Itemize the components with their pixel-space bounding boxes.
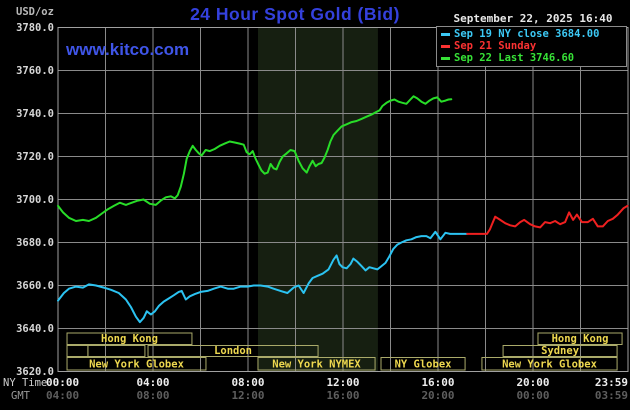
session-label: New York Globex [89,359,185,371]
session-box [87,345,146,357]
session-label: London [214,345,252,357]
y-tick-label: 3700.0 [16,193,54,206]
y-tick-label: 3740.0 [16,107,54,120]
y-tick-label: 3660.0 [16,279,54,292]
page-title: 24 Hour Spot Gold (Bid) [190,4,400,24]
legend-dash-icon [441,32,450,36]
series-line-sep-21-sunday [466,204,629,235]
ny-time-tick-label: 00:00 [46,376,80,389]
gmt-tick-label: 16:00 [326,389,360,402]
ny-time-tick-label: 08:00 [231,376,265,389]
plot-border [57,27,629,372]
ny-time-tick-label: 04:00 [136,376,170,389]
legend-dash-icon [441,44,450,48]
gmt-tick-label: 03:59 [594,389,628,402]
legend-item: Sep 22 Last 3746.60 [440,52,626,64]
legend-dash-icon [441,56,450,60]
session-box [66,332,193,345]
session-box [502,345,618,357]
session-label: Sydney [541,345,580,357]
y-tick-label: 3760.0 [16,64,54,77]
legend-item-label: Sep 21 Sunday [454,40,537,52]
session-box [481,357,618,371]
legend-item: Sep 19 NY close 3684.00 [440,28,626,40]
gmt-tick-label: 00:00 [516,389,550,402]
kitco-watermark-link[interactable]: www.kitco.com [66,40,190,59]
y-tick-label: 3680.0 [16,236,54,249]
session-box [380,357,466,371]
y-tick-label: 3720.0 [16,150,54,163]
session-label: New York NYMEX [272,359,361,371]
session-label: New York Globex [502,359,598,371]
session-label: Hong Kong [552,333,609,345]
legend: Sep 19 NY close 3684.00 Sep 21 Sunday Sep … [436,26,627,67]
gmt-tick-label: 20:00 [421,389,455,402]
session-box [66,357,207,371]
series-line-sep-22-last [57,95,453,222]
gmt-tick-label: 12:00 [231,389,265,402]
ny-time-tick-label: 12:00 [326,376,360,389]
y-tick-label: 3780.0 [16,21,54,34]
y-tick-label: 3620.0 [16,365,54,378]
gmt-axis-caption: GMT [11,390,30,402]
session-label: NY Globex [395,359,453,371]
chart-timestamp: September 22, 2025 16:40 [453,12,613,25]
session-box [537,332,623,345]
session-box [66,345,89,357]
legend-item-label: Sep 19 NY close 3684.00 [454,28,600,40]
ny-time-axis-caption: NY Time [3,377,48,389]
gmt-tick-label: 04:00 [46,389,80,402]
session-box [257,357,376,371]
ny-time-tick-label: 20:00 [516,376,550,389]
y-tick-label: 3640.0 [16,322,54,335]
ny-time-tick-label: 23:59 [594,376,628,389]
session-box [147,345,319,357]
ny-time-tick-label: 16:00 [421,376,455,389]
legend-item-label: Sep 22 Last 3746.60 [454,52,575,64]
y-axis-unit-label: USD/oz [16,6,54,18]
legend-item: Sep 21 Sunday [440,40,626,52]
gmt-tick-label: 08:00 [136,389,170,402]
series-line-sep-19-ny-close [57,230,469,324]
session-label: Hong Kong [101,333,158,345]
